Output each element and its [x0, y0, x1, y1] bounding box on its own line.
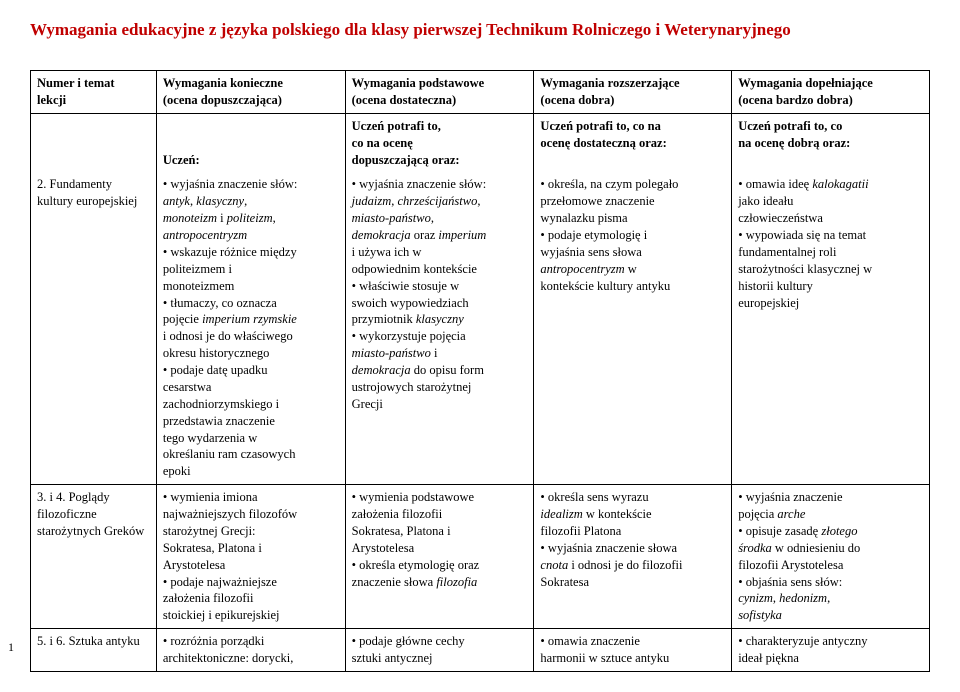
row-fundamenty: 2. Fundamentykultury europejskiej • wyja…	[31, 172, 930, 484]
cell-r1c3: • wyjaśnia znaczenie słów: judaizm, chrz…	[345, 172, 534, 484]
page-number: 1	[8, 640, 14, 655]
cell-r2c4: • określa sens wyrazu idealizm w kontekś…	[534, 485, 732, 629]
header-row: Numer i tematlekcji Wymagania konieczne(…	[31, 71, 930, 114]
row-poglady: 3. i 4. Poglądy filozoficzne starożytnyc…	[31, 485, 930, 629]
cell-sub4: Uczeń potrafi to, co na ocenę dostateczn…	[534, 113, 732, 172]
cell-sub5: Uczeń potrafi to, co na ocenę dobrą oraz…	[732, 113, 930, 172]
requirements-table: Numer i tematlekcji Wymagania konieczne(…	[30, 70, 930, 672]
row-sztuka: 5. i 6. Sztuka antyku • rozróżnia porząd…	[31, 629, 930, 672]
cell-r1c2: • wyjaśnia znaczenie słów: antyk, klasyc…	[156, 172, 345, 484]
cell-r2c5: • wyjaśnia znaczenie pojęcia arche • opi…	[732, 485, 930, 629]
topic-poglady: 3. i 4. Poglądy filozoficzne starożytnyc…	[31, 485, 157, 629]
cell-r2c2: • wymienia imiona najważniejszych filozo…	[156, 485, 345, 629]
cell-r2c3: • wymienia podstawowe założenia filozofi…	[345, 485, 534, 629]
topic-sztuka: 5. i 6. Sztuka antyku	[31, 629, 157, 672]
header-konieczne: Wymagania konieczne(ocena dopuszczająca)	[156, 71, 345, 114]
cell-r3c4: • omawia znaczenieharmonii w sztuce anty…	[534, 629, 732, 672]
header-topic: Numer i tematlekcji	[31, 71, 157, 114]
topic-fundamenty: 2. Fundamentykultury europejskiej	[31, 172, 157, 484]
header-dopelniajace: Wymagania dopełniające(ocena bardzo dobr…	[732, 71, 930, 114]
cell-r3c2: • rozróżnia porządkiarchitektoniczne: do…	[156, 629, 345, 672]
header-rozszerzajace: Wymagania rozszerzające(ocena dobra)	[534, 71, 732, 114]
subheader-row: Uczeń: Uczeń potrafi to, co na ocenę dop…	[31, 113, 930, 172]
document-title: Wymagania edukacyjne z języka polskiego …	[30, 20, 930, 40]
cell-r1c5: • omawia ideę kalokagatii jako ideału cz…	[732, 172, 930, 484]
cell-r3c3: • podaje główne cechysztuki antycznej	[345, 629, 534, 672]
cell-uczen: Uczeń:	[156, 113, 345, 172]
header-podstawowe: Wymagania podstawowe(ocena dostateczna)	[345, 71, 534, 114]
cell-sub3: Uczeń potrafi to, co na ocenę dopuszczaj…	[345, 113, 534, 172]
cell-r3c5: • charakteryzuje antycznyideał piękna	[732, 629, 930, 672]
cell-empty	[31, 113, 157, 172]
cell-r1c4: • określa, na czym polegało przełomowe z…	[534, 172, 732, 484]
